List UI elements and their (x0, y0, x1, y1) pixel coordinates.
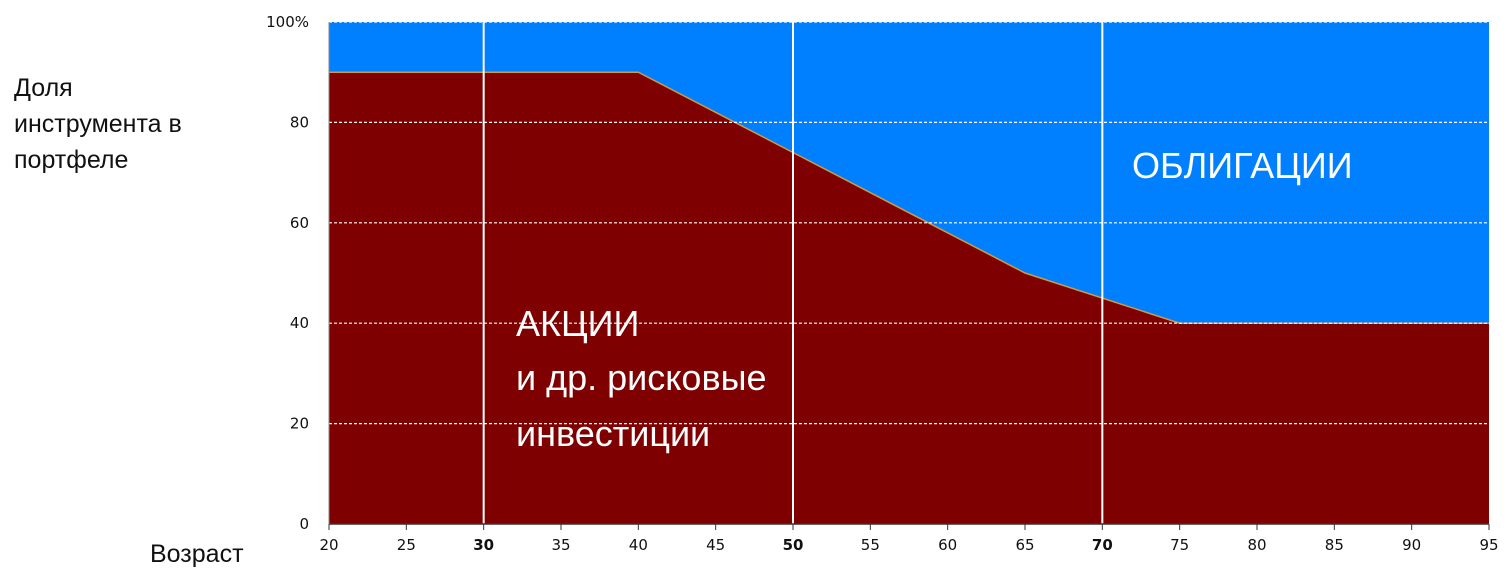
x-tick-label-20: 20 (319, 536, 338, 554)
x-axis-label: Возраст (150, 540, 244, 568)
x-tick-label-40: 40 (629, 536, 648, 554)
y-tick-label-40: 40 (290, 314, 309, 332)
x-tick-label-45: 45 (706, 536, 725, 554)
stocks-area (329, 72, 1489, 524)
y-tick-label-0: 0 (299, 515, 309, 533)
y-tick-label-80: 80 (290, 113, 309, 131)
x-tick-label-75: 75 (1170, 536, 1189, 554)
x-tick-label-35: 35 (551, 536, 570, 554)
chart-tick-labels: 20 25 30 35 40 45 50 55 60 65 70 75 80 85 90 95 0 20 40 60 8… (266, 13, 1498, 554)
chart-areas (329, 22, 1489, 524)
x-tick-label-90: 90 (1402, 536, 1421, 554)
x-tick-label-55: 55 (861, 536, 880, 554)
bonds-area (329, 22, 1489, 324)
x-tick-label-65: 65 (1015, 536, 1034, 554)
x-tick-label-60: 60 (938, 536, 957, 554)
stocks-label-line3: инвестиции (516, 413, 710, 454)
x-tick-label-85: 85 (1325, 536, 1344, 554)
x-tick-label-70: 70 (1092, 536, 1113, 554)
x-tick-label-95: 95 (1479, 536, 1498, 554)
x-tick-label-30: 30 (473, 536, 494, 554)
y-axis-label: Доля инструмента в портфеле (14, 74, 182, 174)
chart-gridlines (329, 21, 1489, 524)
y-tick-label-20: 20 (290, 415, 309, 433)
x-tick-label-80: 80 (1247, 536, 1266, 554)
x-tick-label-50: 50 (783, 536, 804, 554)
stocks-label-line2: и др. рисковые (516, 357, 766, 398)
bonds-label: ОБЛИГАЦИИ (1132, 145, 1353, 186)
chart-axes (328, 22, 1490, 530)
x-tick-label-25: 25 (397, 536, 416, 554)
y-tick-label-100: 100% (266, 13, 309, 31)
chart-area-labels: АКЦИИ и др. рисковые инвестиции ОБЛИГАЦИ… (516, 145, 1353, 454)
y-tick-label-60: 60 (290, 214, 309, 232)
stocks-label-line1: АКЦИИ (516, 303, 639, 344)
